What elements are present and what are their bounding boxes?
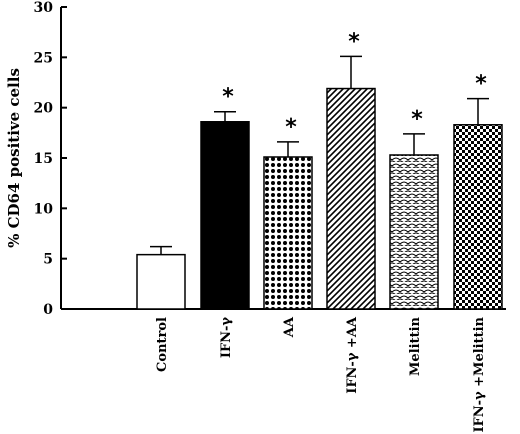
x-category-label: IFN-γ +AA bbox=[345, 316, 360, 394]
x-category-label: IFN-γ bbox=[219, 317, 234, 359]
significance-star: * bbox=[222, 85, 234, 110]
significance-star: * bbox=[411, 107, 423, 132]
y-tick-label: 0 bbox=[43, 302, 53, 318]
significance-star: * bbox=[348, 29, 360, 54]
bar bbox=[453, 124, 503, 310]
bars bbox=[136, 55, 503, 310]
bar bbox=[389, 154, 439, 310]
bar bbox=[136, 253, 186, 310]
y-tick-label: 25 bbox=[34, 50, 53, 66]
y-tick-label: 20 bbox=[34, 101, 54, 117]
y-tick-label: 15 bbox=[34, 151, 53, 167]
y-axis-title: % CD64 positive cells bbox=[5, 68, 23, 248]
bar bbox=[263, 156, 313, 310]
x-category-label: IFN-γ +Melittin bbox=[472, 316, 487, 432]
y-tick-label: 30 bbox=[34, 0, 54, 16]
y-tick-label: 10 bbox=[34, 201, 54, 217]
significance-star: * bbox=[285, 115, 297, 140]
bar bbox=[200, 121, 250, 310]
bar bbox=[326, 87, 376, 310]
x-category-label: AA bbox=[282, 316, 297, 338]
y-tick-label: 5 bbox=[43, 252, 53, 268]
x-category-label: Control bbox=[155, 317, 170, 372]
significance-star: * bbox=[475, 72, 487, 97]
x-category-label: Melittin bbox=[408, 316, 423, 375]
labels: 0 5 10 15 20 25 30 Control * IFN-γ * AA * IFN-γ +AA * M… bbox=[34, 0, 488, 433]
